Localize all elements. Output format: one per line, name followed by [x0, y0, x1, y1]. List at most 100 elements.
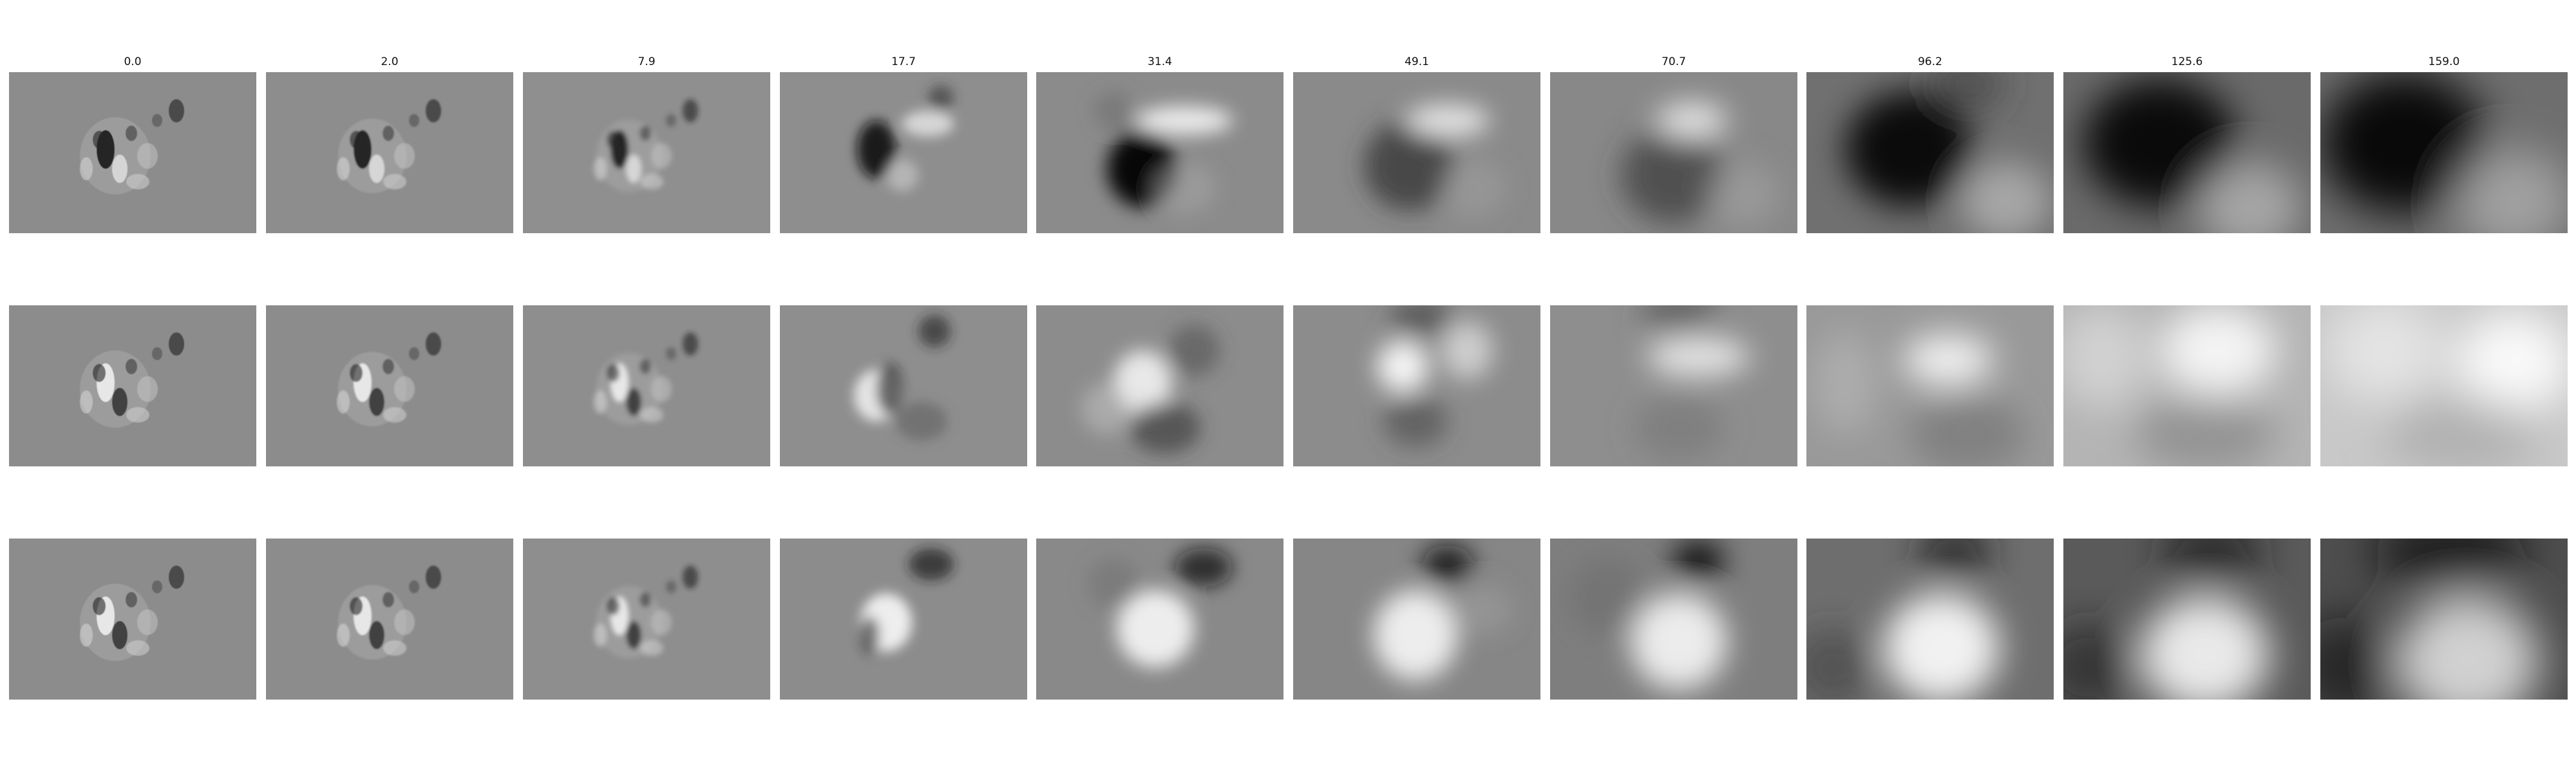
grayscale-image — [1550, 539, 1797, 700]
intensity-blob — [1422, 545, 1473, 584]
intensity-blob — [607, 597, 620, 615]
image-panel-r2-c9 — [2063, 305, 2311, 466]
intensity-blob — [1094, 91, 1133, 130]
intensity-blob — [639, 126, 651, 141]
intensity-blob — [1903, 334, 1993, 386]
image-panel-r3-c5 — [1036, 539, 1283, 700]
grayscale-image — [9, 72, 256, 233]
intensity-blob — [2320, 72, 2488, 214]
intensity-blob — [2327, 305, 2443, 402]
intensity-blob — [152, 114, 162, 127]
image-panel-r2-c3 — [523, 305, 770, 466]
intensity-blob — [2199, 162, 2302, 233]
intensity-blob — [93, 597, 106, 615]
grayscale-image — [9, 539, 256, 700]
column-title-6: 49.1 — [1405, 55, 1429, 68]
intensity-blob — [1647, 338, 1750, 376]
image-panel-r2-c1 — [9, 305, 256, 466]
grayscale-image — [1806, 305, 2054, 466]
intensity-blob — [1845, 91, 1974, 207]
intensity-blob — [1374, 590, 1457, 680]
intensity-blob — [651, 376, 672, 402]
intensity-blob — [80, 390, 93, 414]
intensity-blob — [1130, 402, 1200, 453]
intensity-blob — [1672, 542, 1724, 580]
image-panel-r3-c2 — [266, 539, 513, 700]
grayscale-image — [1036, 72, 1283, 233]
intensity-blob — [2372, 539, 2526, 590]
column-title-9: 125.6 — [2171, 55, 2203, 68]
intensity-blob — [640, 640, 663, 656]
grayscale-image — [780, 72, 1027, 233]
intensity-blob — [886, 159, 918, 191]
image-panel-r1-c10 — [2320, 72, 2568, 233]
image-panel-r1-c2 — [266, 72, 513, 233]
intensity-blob — [426, 332, 441, 356]
image-panel-r1-c9 — [2063, 72, 2311, 233]
grayscale-image — [266, 72, 513, 233]
intensity-blob — [137, 376, 158, 402]
intensity-blob — [1631, 593, 1727, 690]
intensity-blob — [152, 580, 162, 593]
intensity-blob — [1884, 593, 2000, 700]
intensity-blob — [112, 155, 128, 183]
grayscale-image — [1806, 539, 2054, 700]
intensity-blob — [1806, 629, 1871, 700]
intensity-blob — [1383, 396, 1448, 447]
intensity-blob — [2160, 305, 2276, 396]
intensity-blob — [169, 332, 184, 356]
intensity-blob — [860, 616, 880, 654]
intensity-blob — [2141, 596, 2269, 700]
intensity-blob — [409, 347, 419, 360]
intensity-blob — [126, 174, 149, 189]
image-panel-r2-c6 — [1293, 305, 1540, 466]
intensity-blob — [152, 347, 162, 360]
intensity-blob — [1634, 396, 1724, 460]
intensity-blob — [928, 85, 954, 111]
column-title-3: 7.9 — [638, 55, 656, 68]
grayscale-image — [2063, 539, 2311, 700]
intensity-blob — [394, 609, 415, 635]
intensity-blob — [640, 174, 663, 189]
intensity-blob — [409, 114, 419, 127]
intensity-blob — [426, 99, 441, 122]
intensity-blob — [169, 99, 184, 122]
intensity-blob — [909, 548, 954, 580]
grayscale-image — [266, 305, 513, 466]
intensity-blob — [137, 609, 158, 635]
intensity-blob — [1168, 325, 1220, 376]
image-panel-r3-c3 — [523, 539, 770, 700]
intensity-blob — [337, 157, 350, 180]
intensity-blob — [2160, 539, 2263, 584]
grayscale-image — [523, 539, 770, 700]
intensity-blob — [651, 609, 672, 635]
image-background — [780, 305, 1027, 466]
intensity-blob — [607, 131, 620, 149]
grayscale-image — [523, 305, 770, 466]
intensity-blob — [126, 407, 149, 423]
column-title-2: 2.0 — [381, 55, 399, 68]
column-title-4: 17.7 — [891, 55, 916, 68]
intensity-blob — [594, 624, 607, 647]
intensity-blob — [383, 592, 394, 607]
intensity-blob — [137, 143, 158, 169]
intensity-blob — [126, 592, 137, 607]
grayscale-image — [1293, 305, 1540, 466]
intensity-blob — [1175, 548, 1233, 587]
image-panel-r2-c4 — [780, 305, 1027, 466]
intensity-blob — [2063, 305, 2147, 408]
intensity-blob — [594, 390, 607, 414]
intensity-blob — [2456, 312, 2568, 415]
grayscale-image — [1293, 72, 1540, 233]
image-panel-r3-c9 — [2063, 539, 2311, 700]
intensity-blob — [857, 120, 896, 178]
intensity-blob — [2063, 622, 2134, 700]
intensity-blob — [1406, 104, 1490, 137]
intensity-blob — [409, 580, 419, 593]
image-panel-r2-c7 — [1550, 305, 1797, 466]
grayscale-image — [266, 539, 513, 700]
intensity-blob — [80, 157, 93, 180]
image-panel-r1-c7 — [1550, 72, 1797, 233]
column-title-5: 31.4 — [1148, 55, 1172, 68]
intensity-blob — [383, 174, 406, 189]
